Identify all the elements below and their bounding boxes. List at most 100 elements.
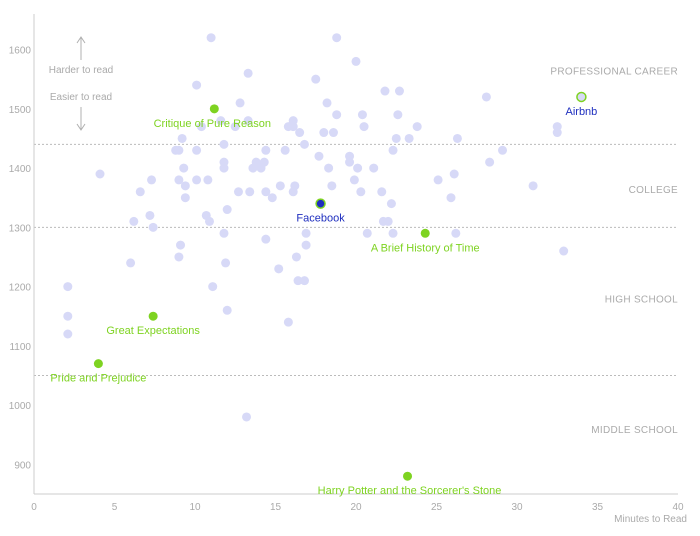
- book-point[interactable]: [209, 104, 219, 114]
- background-point: [63, 282, 73, 292]
- background-point: [327, 181, 337, 191]
- harder-arrow-icon: [76, 36, 86, 44]
- background-point: [176, 240, 186, 250]
- background-point: [233, 187, 243, 197]
- background-point: [311, 74, 321, 84]
- background-point: [299, 276, 309, 286]
- background-point: [261, 234, 271, 244]
- background-point: [174, 145, 184, 155]
- background-point: [446, 193, 456, 203]
- background-point: [221, 258, 231, 268]
- background-point: [280, 145, 290, 155]
- books-layer: Critique of Pure Reason A Brief History o…: [50, 104, 501, 497]
- background-point: [219, 228, 229, 238]
- background-point: [135, 187, 145, 197]
- background-point: [332, 110, 342, 120]
- background-point: [242, 412, 252, 422]
- background-point: [145, 210, 155, 220]
- background-point: [192, 175, 202, 185]
- book-point[interactable]: [403, 471, 413, 481]
- book-label: Harry Potter and the Sorcerer's Stone: [318, 485, 502, 497]
- background-point: [433, 175, 443, 185]
- background-point: [351, 56, 361, 66]
- background-point: [301, 228, 311, 238]
- background-point: [283, 317, 293, 327]
- background-point: [219, 163, 229, 173]
- ticks-layer: 0 5 10 15 20 25 30 35 40 900 1000 1100 1200 1300 1400 1…: [9, 46, 684, 513]
- background-point: [180, 181, 190, 191]
- highlight-point[interactable]: [576, 91, 587, 103]
- background-point: [274, 264, 284, 274]
- background-point: [243, 68, 253, 78]
- zone-label: COLLEGE: [629, 185, 678, 196]
- harder-to-read-label: Harder to read: [49, 65, 113, 76]
- background-point: [451, 228, 461, 238]
- background-point: [206, 33, 216, 43]
- background-point: [353, 163, 363, 173]
- background-point: [295, 128, 305, 138]
- x-tick-label: 0: [31, 502, 37, 513]
- y-tick-label: 1100: [9, 342, 31, 353]
- background-point: [148, 222, 158, 232]
- background-point: [222, 205, 232, 215]
- background-point: [196, 122, 206, 132]
- book-point[interactable]: [93, 359, 103, 369]
- x-tick-label: 40: [672, 502, 684, 513]
- background-point: [324, 163, 334, 173]
- y-tick-label: 1600: [9, 46, 32, 57]
- book-point[interactable]: [420, 228, 430, 238]
- background-point: [393, 110, 403, 120]
- background-point: [261, 187, 271, 197]
- background-points-layer: [63, 33, 569, 422]
- background-point: [63, 311, 73, 321]
- background-point: [394, 86, 404, 96]
- background-point: [388, 145, 398, 155]
- background-point: [230, 122, 240, 132]
- background-point: [243, 116, 253, 126]
- easier-arrow-icon: [76, 123, 86, 131]
- background-point: [275, 181, 285, 191]
- background-point: [359, 122, 369, 132]
- y-tick-label: 1200: [9, 283, 32, 294]
- background-point: [177, 133, 187, 143]
- background-point: [192, 145, 202, 155]
- background-point: [219, 139, 229, 149]
- background-point: [288, 122, 298, 132]
- background-point: [174, 175, 184, 185]
- background-point: [498, 145, 508, 155]
- background-point: [356, 187, 366, 197]
- background-point: [95, 169, 105, 179]
- background-point: [380, 86, 390, 96]
- background-point: [357, 110, 367, 120]
- highlights-layer: Facebook Airbnb: [296, 91, 597, 225]
- background-point: [362, 228, 372, 238]
- background-point: [404, 133, 414, 143]
- background-point: [222, 305, 232, 315]
- x-tick-label: 25: [431, 502, 443, 513]
- background-point: [174, 252, 184, 262]
- background-point: [245, 187, 255, 197]
- background-point: [552, 122, 562, 132]
- book-label: Pride and Prejudice: [50, 373, 146, 385]
- background-point: [452, 133, 462, 143]
- background-point: [485, 157, 495, 167]
- zones-layer: PROFESSIONAL CAREER COLLEGE HIGH SCHOOL MID…: [34, 66, 678, 436]
- background-point: [63, 329, 73, 339]
- background-point: [369, 163, 379, 173]
- background-point: [216, 116, 226, 126]
- background-point: [528, 181, 538, 191]
- book-point[interactable]: [148, 311, 158, 321]
- background-point: [314, 151, 324, 161]
- background-point: [345, 157, 355, 167]
- highlight-point[interactable]: [315, 198, 326, 209]
- book-label: Critique of Pure Reason: [154, 118, 271, 130]
- background-point: [412, 122, 422, 132]
- background-point: [322, 98, 332, 108]
- background-point: [208, 282, 218, 292]
- background-point: [129, 216, 139, 226]
- background-point: [290, 181, 300, 191]
- y-tick-label: 1400: [9, 164, 32, 175]
- background-point: [179, 163, 189, 173]
- background-point: [293, 276, 303, 286]
